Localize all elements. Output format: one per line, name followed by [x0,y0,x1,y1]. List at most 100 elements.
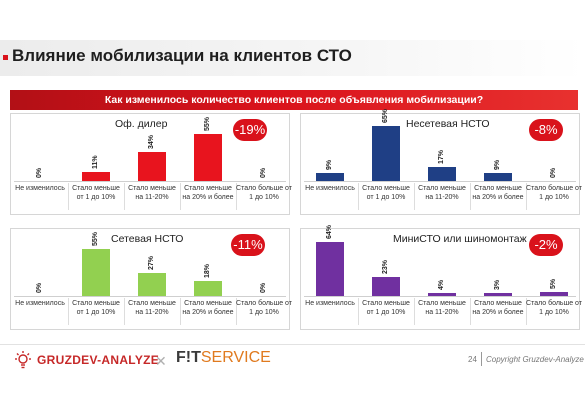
bar-value-text: 18% [204,263,211,278]
category-label: Стало меньше на 20% и более [182,185,234,201]
bar-value-text: 55% [204,117,211,132]
bar [540,291,568,296]
category-label: Стало меньше на 20% и более [182,300,234,316]
change-badge: -11% [231,234,265,256]
bar [372,126,400,181]
category-label: Стало меньше от 1 до 10% [72,185,120,201]
bar-value-text: 0% [36,167,43,178]
category-separator [68,183,69,210]
x-axis-line [14,181,286,182]
title-bar [0,40,585,76]
change-badge: -19% [233,119,267,141]
bar [82,171,110,181]
category-separator [414,183,415,210]
bar [138,152,166,181]
category-separator [358,183,359,210]
fitservice-logo-fit: F!T [176,349,201,366]
bar-value-text: 9% [326,160,333,171]
chart-panel: МиниСТО или шиномонтаж -2% 64% Не изменилос… [300,224,582,330]
category-label: Не изменилось [15,185,65,192]
bar [316,241,344,296]
bar [194,134,222,181]
page-number: 24 [468,355,477,364]
bar [428,292,456,296]
bar-value-text: 0% [260,282,267,293]
chart-title: МиниСТО или шиномонтаж [393,233,527,245]
category-label: Стало меньше на 20% и более [472,300,524,316]
category-separator [470,298,471,325]
question-text: Как изменилось количество клиентов после… [104,94,484,106]
bar-value-text: 3% [494,280,501,291]
category-label: Не изменилось [305,300,355,307]
category-label: Стало меньше от 1 до 10% [362,300,410,316]
page-number-divider [481,352,482,366]
category-label: Стало меньше на 11-20% [418,300,466,316]
category-label: Стало меньше от 1 до 10% [72,300,120,316]
cross-icon: ✕ [155,353,167,369]
change-badge: -8% [529,119,563,141]
bar-value-text: 34% [148,135,155,150]
bar [82,249,110,296]
lightbulb-icon [15,351,31,369]
chart-panel: Сетевая НСТО -11% 0% Не изменилось 55% Стало … [10,228,292,330]
bar-value-text: 17% [438,149,445,164]
bar-value-text: 27% [148,256,155,271]
bar-value-text: 65% [382,108,389,123]
category-separator [470,183,471,210]
category-label: Не изменилось [305,185,355,192]
category-separator [180,183,181,210]
bar-value-text: 4% [438,279,445,290]
category-separator [124,298,125,325]
bar-value-text: 64% [326,224,333,239]
category-separator [68,298,69,325]
category-separator [236,298,237,325]
category-label: Стало меньше на 11-20% [418,185,466,201]
category-label: Стало больше от 1 до 10% [526,185,582,201]
gruzdev-logo-text: GRUZDEV-ANALYZE [37,353,160,367]
title-marker [3,55,8,60]
category-separator [526,183,527,210]
x-axis-line [304,181,576,182]
category-label: Стало меньше на 11-20% [128,300,176,316]
bar [484,173,512,181]
bar [372,276,400,296]
bar [484,293,512,296]
category-separator [526,298,527,325]
category-label: Стало больше от 1 до 10% [236,300,292,316]
category-label: Стало меньше от 1 до 10% [362,185,410,201]
category-label: Стало больше от 1 до 10% [526,300,582,316]
bar-value-text: 0% [260,167,267,178]
copyright-text: Copyright Gruzdev-Analyze [486,355,584,364]
chart-title: Сетевая НСТО [111,233,184,245]
bar-value-text: 5% [550,278,557,289]
bar-value-text: 0% [36,282,43,293]
chart-title: Оф. дилер [115,118,168,130]
change-badge: -2% [529,234,563,256]
bar-value-text: 11% [92,155,99,169]
bar-value-text: 9% [494,160,501,171]
category-separator [414,298,415,325]
chart-title: Несетевая НСТО [406,118,490,130]
question-band: Как изменилось количество клиентов после… [10,90,578,110]
fitservice-logo: F!TSERVICE [176,349,271,367]
x-axis-line [304,296,576,297]
category-separator [358,298,359,325]
category-separator [180,298,181,325]
chart-panel: Оф. дилер -19% 0% Не изменилось 11% Стало мен… [10,113,292,215]
footer-divider [0,344,585,345]
category-label: Не изменилось [15,300,65,307]
bar [316,173,344,181]
category-label: Стало меньше на 11-20% [128,185,176,201]
bar [194,280,222,296]
bar-value-text: 55% [92,232,99,247]
bar [138,273,166,296]
bar-value-text: 23% [382,259,389,274]
fitservice-logo-service: SERVICE [200,349,271,366]
page-title: Влияние мобилизации на клиентов СТО [12,46,352,65]
category-label: Стало больше от 1 до 10% [236,185,292,201]
bar-value-text: 0% [550,167,557,178]
x-axis-line [14,296,286,297]
gruzdev-logo: GRUZDEV-ANALYZE [14,350,159,370]
bar [428,166,456,181]
category-separator [236,183,237,210]
